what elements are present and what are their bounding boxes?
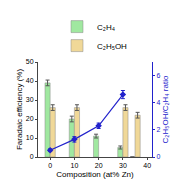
svg-text:4: 4: [156, 99, 160, 106]
svg-text:C₂H₄: C₂H₄: [97, 23, 115, 32]
svg-text:50: 50: [26, 58, 34, 65]
svg-text:C₂H₅OH: C₂H₅OH: [97, 42, 127, 51]
svg-text:20: 20: [95, 162, 103, 169]
svg-text:30: 30: [119, 162, 127, 169]
svg-text:10: 10: [70, 162, 78, 169]
svg-text:30: 30: [26, 96, 34, 103]
svg-text:0: 0: [156, 153, 160, 160]
svg-text:0: 0: [48, 162, 52, 169]
svg-text:C₂H₅OH/C₂H₄ ratio: C₂H₅OH/C₂H₄ ratio: [161, 75, 170, 143]
svg-text:0: 0: [30, 153, 34, 160]
svg-text:Composition (at% Zn): Composition (at% Zn): [56, 170, 134, 179]
svg-text:20: 20: [26, 115, 34, 122]
svg-text:6: 6: [156, 72, 160, 79]
svg-text:40: 40: [26, 77, 34, 84]
svg-text:40: 40: [143, 162, 151, 169]
svg-text:Faradaic efficiency (%): Faradaic efficiency (%): [15, 69, 24, 151]
svg-text:2: 2: [156, 126, 160, 133]
svg-text:10: 10: [26, 134, 34, 141]
